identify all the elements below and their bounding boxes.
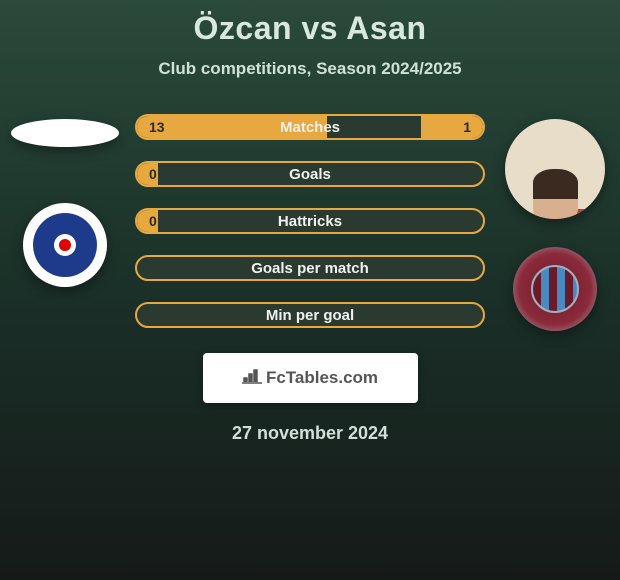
stat-value-right: 1 (463, 119, 471, 135)
trabzonspor-logo-icon (531, 265, 579, 313)
chart-icon (242, 368, 262, 389)
comparison-area: Matches 13 1 Goals 0 Hattricks 0 Goals per matc… (0, 109, 620, 333)
stat-label: Min per goal (266, 307, 354, 324)
stat-value-left: 0 (149, 213, 157, 229)
player-left-column (10, 109, 120, 287)
subtitle: Club competitions, Season 2024/2025 (158, 59, 461, 79)
stat-label: Goals (289, 166, 331, 183)
stat-bar-min-per-goal: Min per goal (135, 302, 485, 328)
page-title: Özcan vs Asan (194, 10, 427, 47)
date-label: 27 november 2024 (232, 423, 388, 444)
stats-bars: Matches 13 1 Goals 0 Hattricks 0 Goals per matc… (120, 109, 500, 333)
club-badge-left (23, 203, 107, 287)
stat-bar-matches: Matches 13 1 (135, 114, 485, 140)
player-right-avatar (505, 119, 605, 219)
stat-bar-hattricks: Hattricks 0 (135, 208, 485, 234)
stat-label: Matches (280, 119, 340, 136)
kasimpasa-logo-icon (33, 213, 97, 277)
stat-label: Hattricks (278, 213, 342, 230)
stat-value-left: 0 (149, 166, 157, 182)
bar-fill-right (421, 116, 483, 138)
comparison-card: Özcan vs Asan Club competitions, Season … (0, 0, 620, 454)
player-right-column (500, 109, 610, 331)
watermark-text: FcTables.com (266, 368, 378, 388)
stat-bar-goals-per-match: Goals per match (135, 255, 485, 281)
stat-label: Goals per match (251, 260, 369, 277)
club-badge-right (513, 247, 597, 331)
player-left-avatar (11, 119, 119, 147)
watermark[interactable]: FcTables.com (203, 353, 418, 403)
stat-value-left: 13 (149, 119, 165, 135)
stat-bar-goals: Goals 0 (135, 161, 485, 187)
